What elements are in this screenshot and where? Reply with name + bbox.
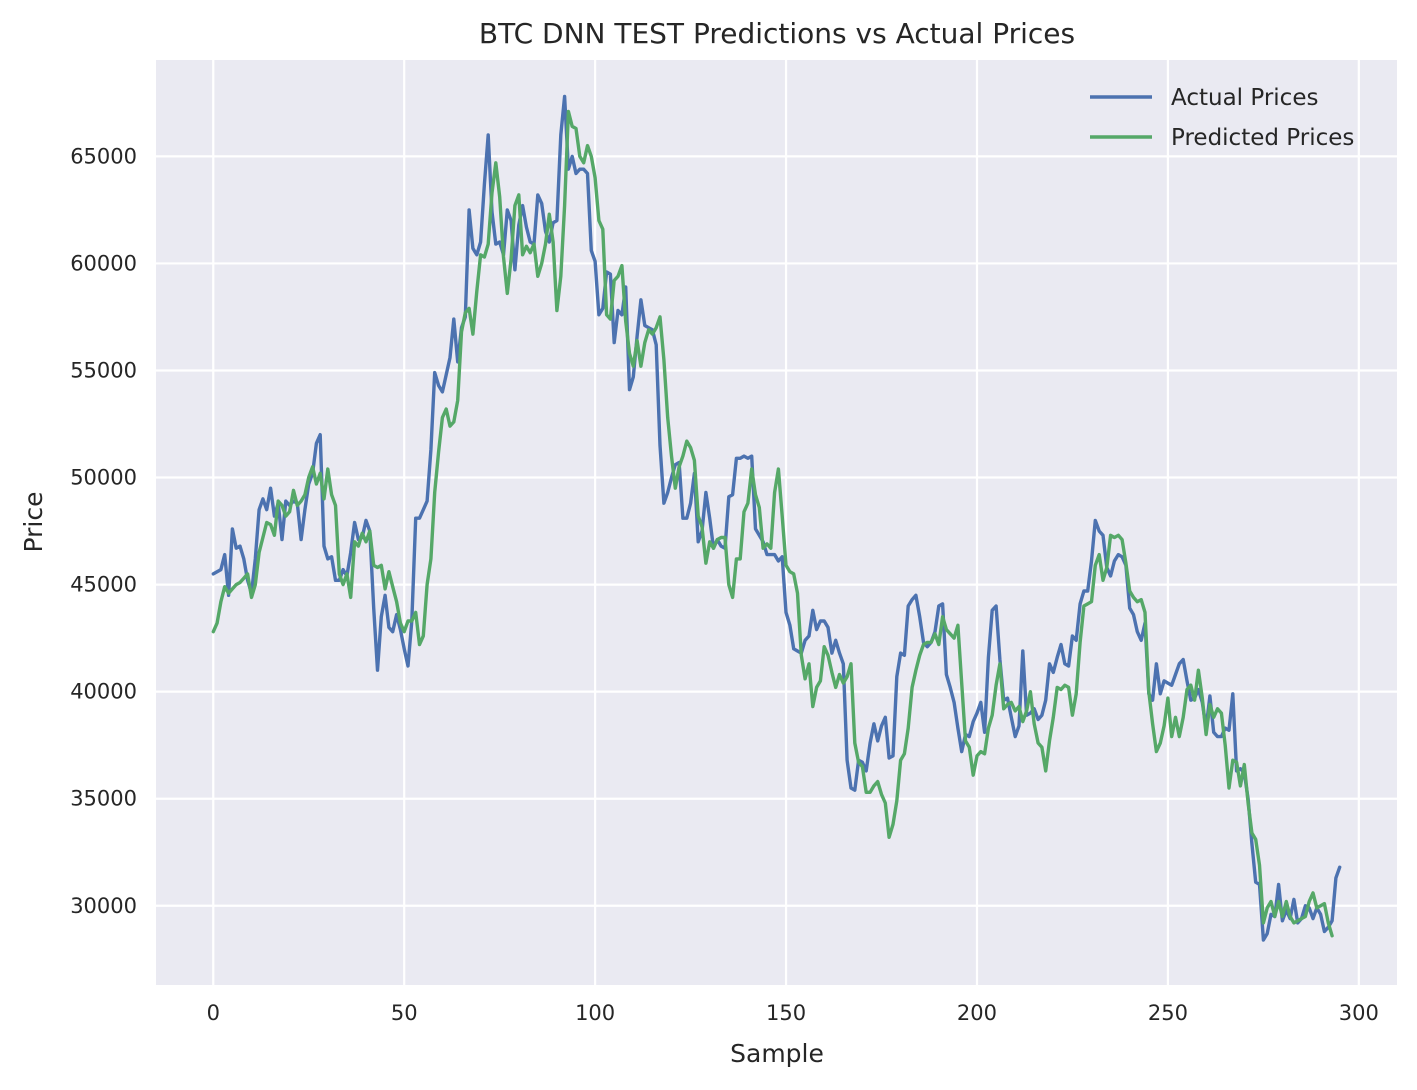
y-tick-label: 50000 <box>70 466 137 490</box>
legend-label-predicted-prices: Predicted Prices <box>1171 125 1354 151</box>
y-tick-label: 30000 <box>70 894 137 918</box>
y-tick-label: 35000 <box>70 787 137 811</box>
series-lines <box>211 94 1342 942</box>
x-tick-label: 50 <box>391 1001 418 1025</box>
x-tick-label: 150 <box>766 1001 806 1025</box>
grid-lines <box>156 60 1397 985</box>
series-line-predicted-prices <box>211 109 1334 938</box>
x-axis-label: Sample <box>730 1039 824 1068</box>
y-tick-label: 60000 <box>70 251 137 275</box>
chart-title: BTC DNN TEST Predictions vs Actual Price… <box>479 17 1075 50</box>
y-tick-label: 45000 <box>70 573 137 597</box>
x-tick-label: 200 <box>957 1001 997 1025</box>
plot-area <box>156 60 1397 985</box>
y-axis-ticks: 30000 35000 40000 45000 50000 55000 60000 65000 <box>70 144 137 917</box>
x-tick-label: 300 <box>1339 1001 1379 1025</box>
x-axis-ticks: 0 50 100 150 200 250 300 <box>207 1001 1379 1025</box>
y-tick-label: 55000 <box>70 358 137 382</box>
y-tick-label: 65000 <box>70 144 137 168</box>
x-tick-label: 100 <box>575 1001 615 1025</box>
y-axis-label: Price <box>19 492 48 553</box>
series-line-actual-prices <box>211 94 1342 942</box>
y-tick-label: 40000 <box>70 680 137 704</box>
x-tick-label: 0 <box>207 1001 220 1025</box>
legend-label-actual-prices: Actual Prices <box>1171 85 1318 111</box>
x-tick-label: 250 <box>1148 1001 1188 1025</box>
legend: Actual Prices Predicted Prices <box>1090 85 1354 151</box>
